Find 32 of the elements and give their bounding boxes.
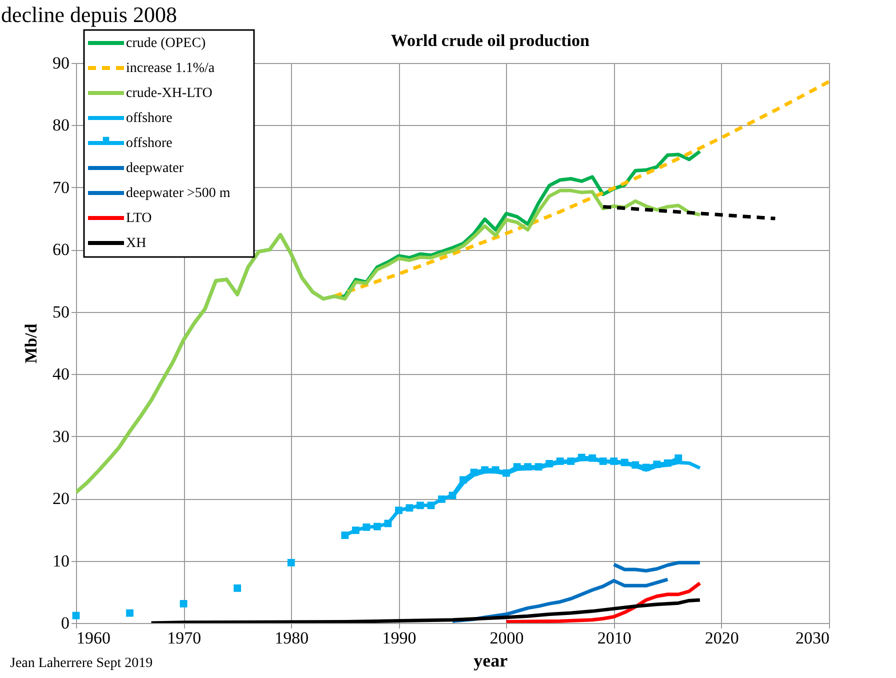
x-tick-label: 2020 bbox=[704, 628, 739, 648]
legend-label: crude-XH-LTO bbox=[126, 86, 212, 101]
y-tick-label: 0 bbox=[61, 614, 70, 632]
x-tick-label: 2030 bbox=[796, 628, 830, 648]
y-tick-label: 80 bbox=[52, 116, 70, 135]
legend-label: XH bbox=[126, 236, 146, 251]
x-tick-label: 1960 bbox=[76, 628, 110, 648]
x-tick-label: 2010 bbox=[597, 628, 632, 648]
y-tick-label: 70 bbox=[52, 178, 70, 197]
legend-label: increase 1.1%/a bbox=[126, 61, 216, 76]
legend-label: crude (OPEC) bbox=[126, 36, 206, 51]
y-tick-label: 20 bbox=[52, 489, 70, 508]
x-tick-label: 1970 bbox=[167, 628, 202, 648]
text: decline depuis 2008 bbox=[1, 2, 177, 27]
x-tick-label: 1980 bbox=[274, 628, 309, 648]
y-tick-label: 60 bbox=[52, 240, 70, 260]
legend-label: LTO bbox=[126, 211, 152, 226]
text: Jean Laherrere Sept 2019 bbox=[10, 656, 153, 671]
y-tick-label: 30 bbox=[52, 426, 70, 446]
x-tick-label: 2000 bbox=[490, 628, 524, 648]
y-tick-label: 10 bbox=[52, 551, 70, 570]
legend-label: offshore bbox=[126, 136, 172, 151]
y-axis-title: Mb/d bbox=[22, 323, 40, 364]
legend-label: offshore bbox=[126, 111, 172, 126]
legend-label: deepwater >500 m bbox=[126, 186, 230, 201]
y-tick-label: 50 bbox=[52, 302, 70, 322]
y-tick-label: 90 bbox=[52, 54, 70, 72]
y-tick-label: 40 bbox=[52, 364, 70, 384]
legend-label: deepwater bbox=[126, 161, 184, 176]
chart-title: World crude oil production bbox=[390, 31, 590, 50]
x-tick-label: 1990 bbox=[382, 628, 416, 648]
x-axis-title: year bbox=[474, 650, 508, 670]
